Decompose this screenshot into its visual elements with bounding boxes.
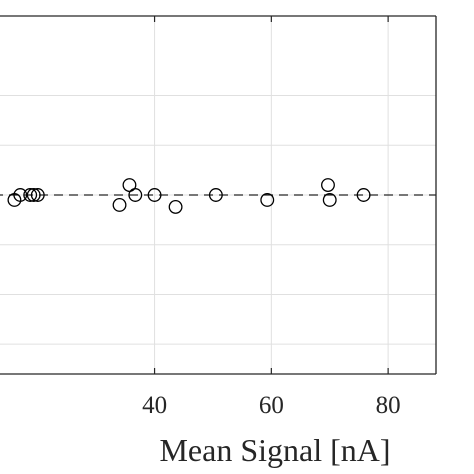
data-point xyxy=(260,193,275,207)
data-point xyxy=(26,188,41,202)
x-tick-label: 40 xyxy=(142,392,167,419)
axes xyxy=(0,15,437,375)
data-point xyxy=(23,188,38,202)
data-point xyxy=(128,188,143,202)
data-point xyxy=(13,188,28,202)
x-tick-label: 60 xyxy=(259,392,284,419)
data-point xyxy=(168,199,183,214)
data-point xyxy=(322,193,337,207)
data-point xyxy=(356,188,371,202)
data-point xyxy=(321,178,335,193)
data-point xyxy=(147,188,162,202)
x-tick-label: 80 xyxy=(376,392,401,419)
data-points xyxy=(7,178,371,214)
data-point xyxy=(112,197,127,212)
data-point xyxy=(208,188,223,202)
x-tick-labels: 40 60 80 xyxy=(142,392,401,419)
data-point xyxy=(30,188,45,202)
x-axis-label: Mean Signal [nA] xyxy=(159,432,390,468)
grid xyxy=(0,16,436,374)
